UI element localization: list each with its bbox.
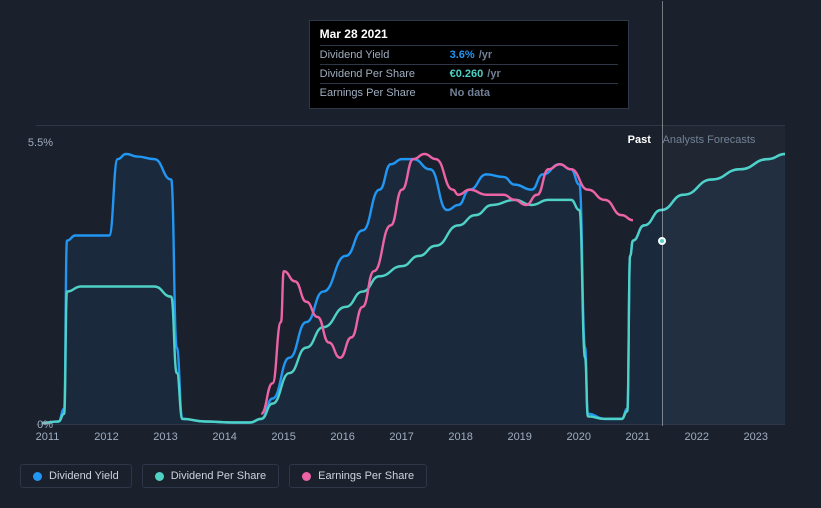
hover-marker-line: [662, 1, 663, 426]
legend-item[interactable]: Dividend Per Share: [142, 464, 279, 488]
legend-item[interactable]: Earnings Per Share: [289, 464, 427, 488]
legend-item[interactable]: Dividend Yield: [20, 464, 132, 488]
legend-swatch: [155, 472, 164, 481]
legend-swatch: [302, 472, 311, 481]
x-axis-tick: 2016: [330, 431, 354, 443]
x-axis-tick: 2019: [507, 431, 531, 443]
tooltip-row-suffix: /yr: [487, 68, 500, 80]
x-axis-tick: 2012: [94, 431, 118, 443]
series-fill-dividend_yield: [42, 154, 785, 424]
hover-marker-dot: [658, 237, 666, 245]
tooltip-row-suffix: /yr: [479, 49, 492, 61]
legend-label: Earnings Per Share: [318, 470, 414, 482]
x-axis-tick: 2023: [744, 431, 768, 443]
tooltip-row-label: Dividend Yield: [320, 49, 450, 61]
chart-svg: [36, 126, 785, 424]
x-axis-tick: 2022: [685, 431, 709, 443]
legend-swatch: [33, 472, 42, 481]
tooltip-row-value: €0.260/yr: [450, 68, 501, 80]
tooltip-row: Dividend Yield3.6%/yr: [320, 45, 618, 64]
x-axis-tick: 2013: [153, 431, 177, 443]
x-axis-tick: 2015: [271, 431, 295, 443]
legend: Dividend Yield Dividend Per Share Earnings…: [20, 464, 427, 488]
tooltip-row-value: 3.6%/yr: [450, 49, 493, 61]
x-axis-tick: 2020: [566, 431, 590, 443]
tooltip-row-label: Dividend Per Share: [320, 68, 450, 80]
x-axis-tick: 2014: [212, 431, 236, 443]
legend-label: Dividend Yield: [49, 470, 119, 482]
x-axis-tick: 2021: [625, 431, 649, 443]
chart-tooltip: Mar 28 2021 Dividend Yield3.6%/yrDividen…: [309, 20, 629, 109]
x-axis-tick: 2011: [36, 431, 60, 443]
tooltip-date: Mar 28 2021: [320, 27, 618, 45]
y-axis-tick: 0%: [18, 419, 53, 431]
tooltip-row: Dividend Per Share€0.260/yr: [320, 64, 618, 83]
tooltip-row-value: No data: [450, 87, 494, 99]
plot-area[interactable]: Past Analysts Forecasts: [36, 125, 785, 425]
legend-label: Dividend Per Share: [171, 470, 266, 482]
tooltip-row: Earnings Per ShareNo data: [320, 83, 618, 102]
y-axis-tick: 5.5%: [18, 137, 53, 149]
chart-container: Past Analysts Forecasts Mar 28 2021 Divi…: [18, 0, 803, 508]
tooltip-row-label: Earnings Per Share: [320, 87, 450, 99]
x-axis-tick: 2017: [389, 431, 413, 443]
x-axis-tick: 2018: [448, 431, 472, 443]
